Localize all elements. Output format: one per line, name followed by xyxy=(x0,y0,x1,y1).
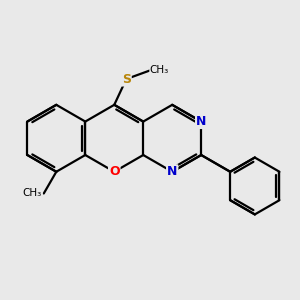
Text: N: N xyxy=(167,165,177,178)
Text: CH₃: CH₃ xyxy=(150,65,169,76)
Text: N: N xyxy=(196,115,206,128)
Text: O: O xyxy=(109,165,120,178)
Text: CH₃: CH₃ xyxy=(23,188,42,199)
Text: S: S xyxy=(122,73,131,85)
